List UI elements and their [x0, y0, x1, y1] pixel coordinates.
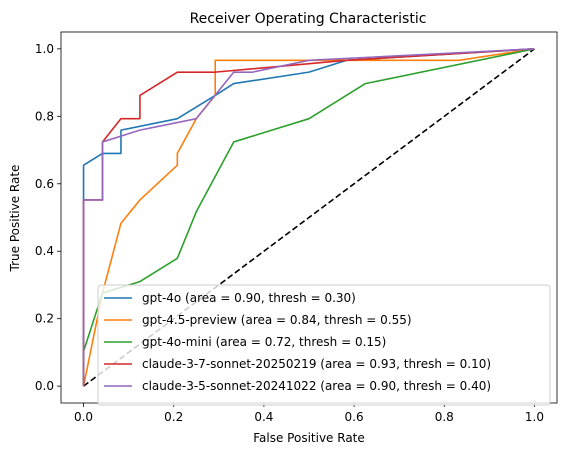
y-axis-label: True Positive Rate — [8, 165, 22, 273]
y-tick-label: 0.0 — [35, 379, 54, 393]
y-tick-label: 0.4 — [35, 244, 54, 258]
y-tick-label: 0.8 — [35, 109, 54, 123]
series-line-2 — [82, 48, 535, 387]
legend-entry-0: gpt-4o (area = 0.90, thresh = 0.30) — [142, 291, 356, 305]
x-tick-label: 0.2 — [164, 410, 183, 424]
series-line-1 — [82, 48, 535, 387]
x-tick-label: 0.6 — [345, 410, 364, 424]
x-tick-label: 0.4 — [254, 410, 273, 424]
legend-entry-1: gpt-4.5-preview (area = 0.84, thresh = 0… — [142, 313, 412, 327]
x-tick-label: 0.8 — [435, 410, 454, 424]
y-tick-label: 1.0 — [35, 42, 54, 56]
legend-box — [97, 284, 551, 406]
y-tick-label: 0.2 — [35, 312, 54, 326]
legend-entry-3: claude-3-7-sonnet-20250219 (area = 0.93,… — [142, 357, 491, 371]
x-tick-label: 0.0 — [74, 410, 93, 424]
legend-entry-2: gpt-4o-mini (area = 0.72, thresh = 0.15) — [142, 335, 386, 349]
y-tick-label: 0.6 — [35, 177, 54, 191]
x-axis-label: False Positive Rate — [253, 431, 365, 445]
x-tick-label: 1.0 — [525, 410, 544, 424]
series-line-0 — [82, 48, 535, 387]
legend-entry-4: claude-3-5-sonnet-20241022 (area = 0.90,… — [142, 379, 491, 393]
legend: gpt-4o (area = 0.90, thresh = 0.30) gpt-4… — [97, 284, 551, 406]
series-line-4 — [82, 48, 535, 387]
chart-title: Receiver Operating Characteristic — [190, 11, 427, 27]
